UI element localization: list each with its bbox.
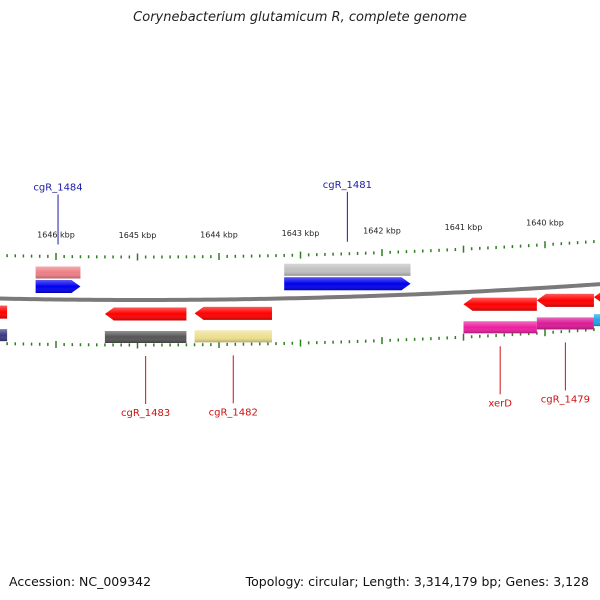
gene-cds-shade [104, 307, 187, 321]
scale-label: 1645 kbp [119, 231, 157, 240]
gene-cds-shade [284, 277, 411, 291]
gene-annotation-shade [463, 321, 537, 334]
scale-ruler: 1646 kbp 1645 kbp 1644 kbp 1643 kbp 1642 kbp… [6, 219, 595, 349]
accession-text: Accession: NC_009342 [9, 574, 152, 589]
gene-cgR_1483[interactable]: cgR_1483 [104, 307, 187, 419]
gene-xerD[interactable]: xerD [463, 297, 537, 410]
gene-cds-shade [0, 305, 8, 319]
scale-label: 1640 kbp [526, 219, 564, 228]
genome-stats: Topology: circular; Length: 3,314,179 bp… [245, 574, 589, 589]
gene-annotation-shade [35, 266, 81, 279]
scale-label: 1646 kbp [37, 230, 75, 239]
gene-cds-shade [35, 279, 81, 293]
scale-label: 1644 kbp [200, 231, 238, 240]
gene-cgR_1482[interactable]: cgR_1482 [194, 306, 272, 419]
gene-label: cgR_1483 [121, 408, 170, 419]
gene-left-edge[interactable] [0, 305, 8, 342]
gene-cds-shade [194, 306, 272, 320]
gene-label: cgR_1481 [323, 180, 372, 191]
gene-cds-shade [593, 292, 600, 302]
backbone-line [0, 282, 600, 302]
gene-annotation-shade [593, 314, 600, 327]
gene-label: cgR_1479 [541, 394, 590, 405]
gene-annotation-shade [0, 329, 8, 342]
gene-cds-shade [463, 297, 537, 311]
scale-label: 1642 kbp [363, 227, 401, 236]
scale-label: 1641 kbp [445, 223, 483, 232]
gene-cgR_1479[interactable]: cgR_1479 [536, 293, 594, 406]
gene-label: xerD [488, 398, 512, 409]
gene-label: cgR_1484 [33, 182, 82, 193]
gene-cgR_1481[interactable]: cgR_1481 [284, 180, 411, 291]
gene-cgR_1484[interactable]: cgR_1484 [33, 182, 83, 293]
gene-annotation-shade [284, 263, 411, 276]
scale-label: 1643 kbp [282, 229, 320, 238]
feature-track: cgR_1484 cgR_1481 cgR_1483 cgR_1482 xerD cgR_… [0, 180, 600, 419]
gene-annotation-shade [194, 330, 272, 343]
gene-label: cgR_1482 [209, 407, 258, 418]
gene-annotation-shade [104, 330, 187, 343]
gene-annotation-shade [536, 317, 594, 330]
gene-cds-shade [536, 293, 594, 307]
gene-right-edge[interactable] [593, 291, 600, 327]
map-title: Corynebacterium glutamicum R, complete g… [133, 10, 467, 25]
